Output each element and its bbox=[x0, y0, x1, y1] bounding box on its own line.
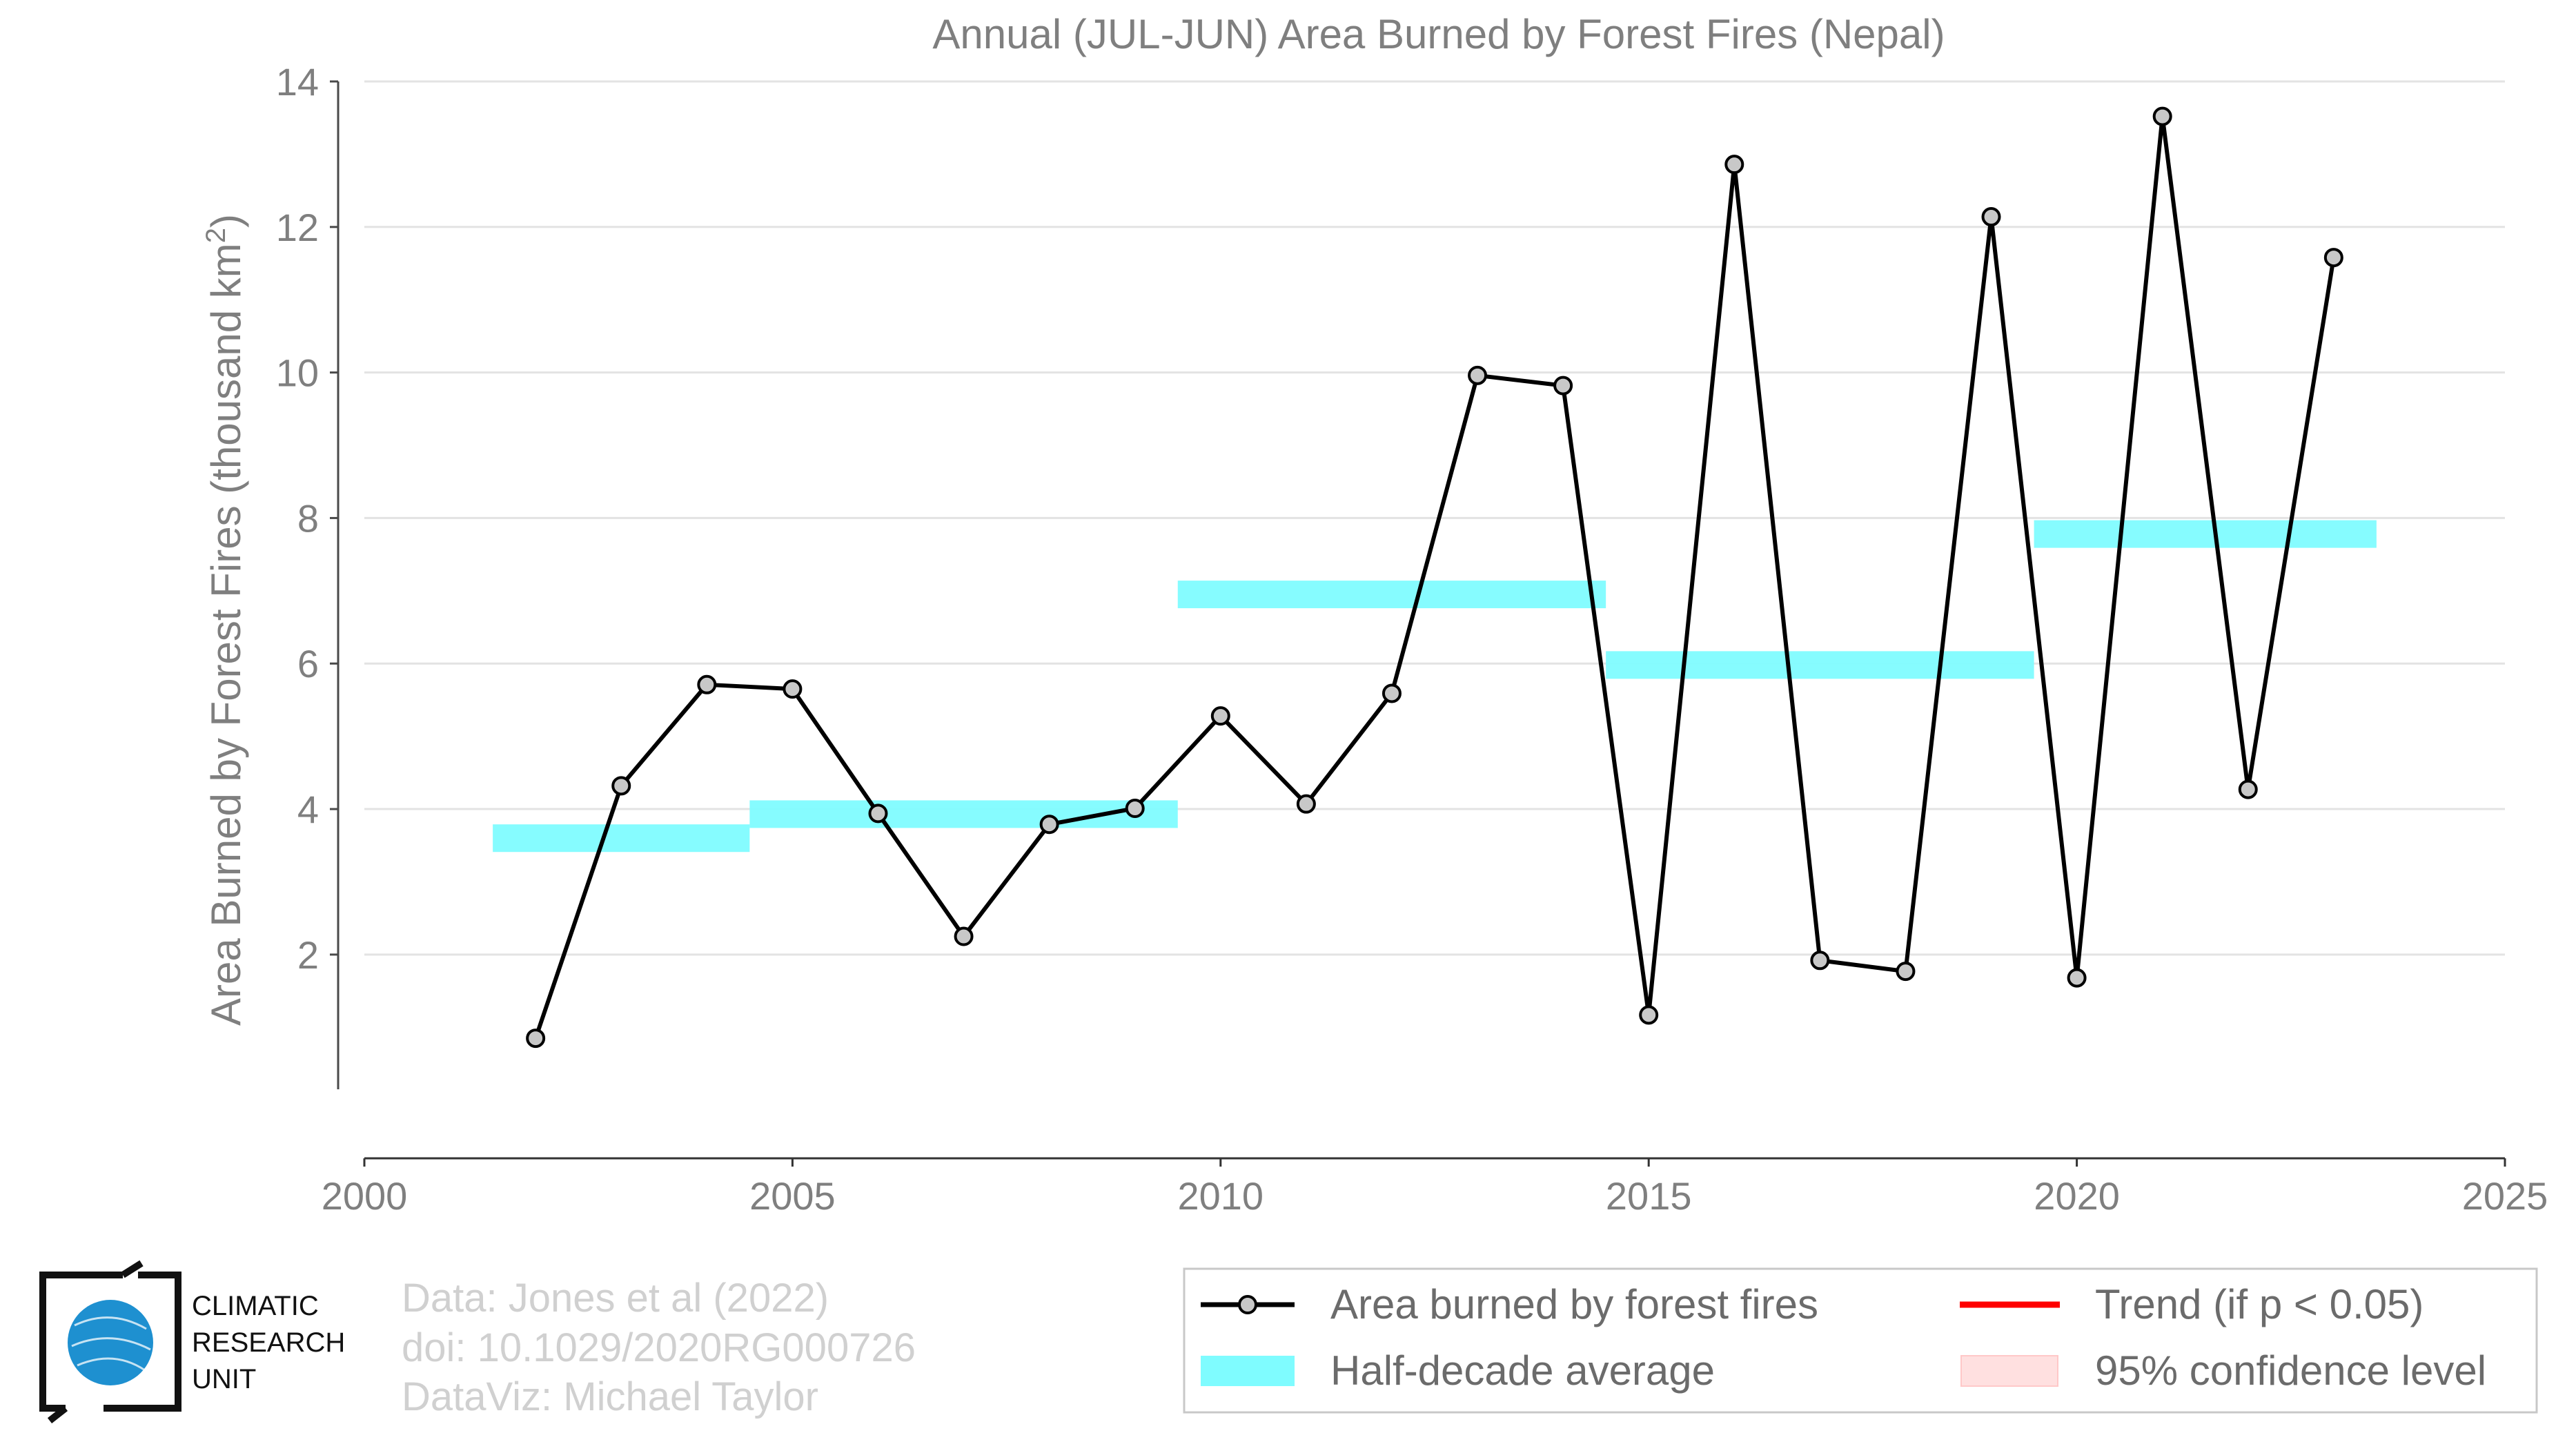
data-point-2021 bbox=[2152, 106, 2172, 126]
half-decade-band-4 bbox=[1606, 651, 2034, 679]
area-burned-points bbox=[526, 106, 2343, 1049]
legend-box bbox=[1183, 1267, 2538, 1414]
half-decade-band-3 bbox=[1177, 581, 1606, 609]
data-point-2012 bbox=[1382, 683, 1402, 703]
data-point-2016 bbox=[1724, 155, 1744, 175]
credit-data-source: Data: Jones et al (2022) bbox=[402, 1276, 829, 1321]
data-point-2018 bbox=[1896, 962, 1916, 982]
legend-label-area-burned: Area burned by forest fires bbox=[1330, 1281, 1818, 1327]
legend-label-half-decade: Half-decade average bbox=[1330, 1347, 1715, 1394]
chart-title: Annual (JUL-JUN) Area Burned by Forest F… bbox=[932, 11, 1945, 57]
legend-swatch-confidence bbox=[1960, 1355, 2058, 1387]
data-point-2013 bbox=[1468, 365, 1488, 385]
logo-bracket-right bbox=[104, 1272, 181, 1412]
logo-bracket-left bbox=[39, 1272, 123, 1412]
logo-text-line2: RESEARCH bbox=[192, 1327, 345, 1358]
data-point-2007 bbox=[954, 926, 974, 946]
y-tick-label-6: 6 bbox=[297, 642, 319, 685]
data-point-2014 bbox=[1553, 376, 1573, 396]
half-decade-average-bands bbox=[493, 520, 2377, 853]
tick-labels: 2 4 6 8 10 12 14 2000 2005 2010 2015 2020 2025 bbox=[276, 60, 2548, 1218]
gridlines bbox=[330, 80, 2506, 1167]
data-point-2006 bbox=[868, 804, 888, 824]
y-tick-label-2: 2 bbox=[297, 933, 319, 977]
data-point-2004 bbox=[697, 674, 717, 694]
data-point-2020 bbox=[2067, 968, 2087, 988]
data-point-2019 bbox=[1981, 207, 2001, 227]
data-point-2015 bbox=[1639, 1005, 1659, 1025]
logo-text-line1: CLIMATIC bbox=[192, 1291, 319, 1321]
x-tick-label-2000: 2000 bbox=[322, 1174, 408, 1218]
data-point-2017 bbox=[1810, 951, 1830, 971]
data-point-2009 bbox=[1125, 799, 1145, 818]
legend-label-confidence: 95% confidence level bbox=[2095, 1347, 2486, 1394]
globe-swirl bbox=[71, 1316, 151, 1372]
credit-dataviz: DataViz: Michael Taylor bbox=[402, 1374, 818, 1419]
x-tick-label-2010: 2010 bbox=[1178, 1174, 1264, 1218]
logo-slash-bottom bbox=[47, 1405, 68, 1423]
legend-swatch-area-burned-marker bbox=[1238, 1295, 1257, 1314]
data-point-2008 bbox=[1039, 815, 1059, 835]
data-point-2022 bbox=[2238, 779, 2258, 799]
legend-swatch-half-decade bbox=[1201, 1356, 1295, 1386]
y-tick-label-12: 12 bbox=[276, 206, 319, 249]
y-tick-label-10: 10 bbox=[276, 351, 319, 395]
data-point-2002 bbox=[526, 1029, 546, 1049]
legend: Area burned by forest fires Trend (if p … bbox=[1183, 1267, 2538, 1414]
y-tick-label-8: 8 bbox=[297, 496, 319, 540]
series-line-area-burned bbox=[533, 114, 2336, 1040]
data-point-2010 bbox=[1210, 706, 1230, 726]
data-point-2023 bbox=[2323, 248, 2343, 268]
logo-slash-top bbox=[121, 1260, 144, 1278]
legend-label-trend: Trend (if p < 0.05) bbox=[2095, 1281, 2423, 1327]
data-point-2003 bbox=[611, 776, 631, 796]
y-axis-label: Area Burned by Forest Fires (thousand km… bbox=[201, 214, 249, 1026]
x-tick-label-2005: 2005 bbox=[749, 1174, 836, 1218]
half-decade-band-1 bbox=[493, 824, 750, 853]
logo-text-line3: UNIT bbox=[192, 1364, 256, 1394]
data-point-2005 bbox=[783, 679, 803, 699]
credit-doi: doi: 10.1029/2020RG000726 bbox=[402, 1325, 916, 1370]
cru-logo: CLIMATIC RESEARCH UNIT bbox=[39, 1260, 345, 1423]
x-tick-label-2020: 2020 bbox=[2034, 1174, 2120, 1218]
x-tick-label-2025: 2025 bbox=[2462, 1174, 2548, 1218]
data-point-2011 bbox=[1296, 794, 1316, 814]
x-tick-label-2015: 2015 bbox=[1606, 1174, 1692, 1218]
area-burned-series bbox=[533, 114, 2336, 1040]
y-tick-label-14: 14 bbox=[276, 60, 319, 104]
y-tick-label-4: 4 bbox=[297, 788, 319, 831]
half-decade-band-5 bbox=[2034, 520, 2377, 548]
